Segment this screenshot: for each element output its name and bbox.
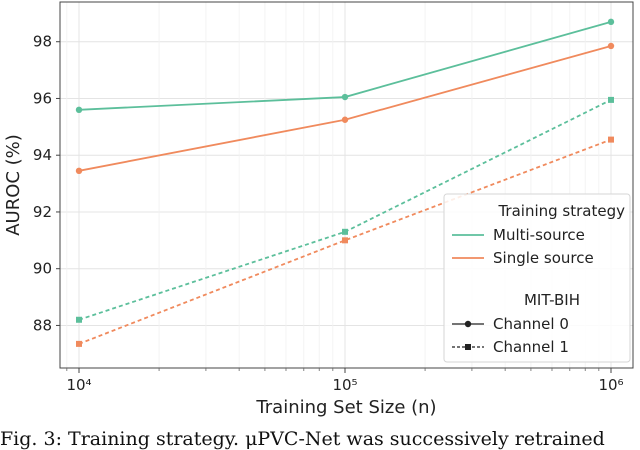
legend-marker-square <box>465 344 471 350</box>
data-point <box>608 96 614 103</box>
y-tick-label: 94 <box>33 146 52 164</box>
data-point <box>607 18 615 26</box>
legend-item-channel-0: Channel 0 <box>493 315 569 333</box>
x-tick-label: 10⁵ <box>332 376 357 394</box>
legend-item-single-source: Single source <box>493 249 594 267</box>
legend-box <box>443 193 631 363</box>
y-tick-label: 90 <box>33 260 52 278</box>
legend-item-channel-1: Channel 1 <box>493 338 569 356</box>
y-axis-title: AUROC (%) <box>3 134 24 236</box>
y-tick-label: 92 <box>33 203 52 221</box>
data-point <box>607 42 615 50</box>
plot-frame <box>59 1 634 369</box>
legend-marker-circle <box>464 320 472 328</box>
legend-item-multi-source: Multi-source <box>493 226 585 244</box>
data-point <box>342 237 348 244</box>
data-point <box>76 340 82 347</box>
x-tick-label: 10⁶ <box>598 376 623 394</box>
data-point <box>608 136 614 143</box>
series-lines <box>75 18 615 347</box>
axis-ticks: 88 90 92 94 96 98 10⁴ 10⁵ 10⁶ <box>33 33 624 394</box>
x-tick-label: 10⁴ <box>66 376 91 394</box>
legend-title-dataset: MIT-BIH <box>524 291 580 309</box>
y-tick-label: 96 <box>33 89 52 107</box>
y-tick-label: 98 <box>33 33 52 51</box>
data-point <box>342 228 348 235</box>
y-tick-label: 88 <box>33 316 52 334</box>
data-point <box>75 106 83 114</box>
data-point <box>341 93 349 101</box>
auroc-line-chart: 88 90 92 94 96 98 10⁴ 10⁵ 10⁶ AUROC (%) Training… <box>3 1 634 418</box>
figure-caption: Fig. 3: Training strategy. μPVC-Net was … <box>0 428 605 450</box>
legend-title-strategy: Training strategy <box>497 202 625 220</box>
data-point <box>341 116 349 123</box>
data-point <box>76 316 82 323</box>
x-axis-title: Training Set Size (n) <box>255 397 436 418</box>
legend: Training strategy Multi-source Single so… <box>443 193 631 363</box>
data-point <box>75 167 83 175</box>
